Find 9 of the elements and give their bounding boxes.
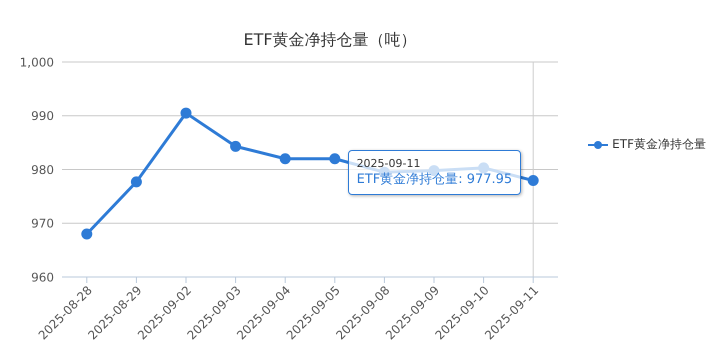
legend-label: ETF黄金净持仓量 [612,136,706,153]
y-tick-label: 980 [31,162,54,177]
chart-title: ETF黄金净持仓量（吨） [242,30,418,51]
annotation: ETF黄金净持仓量: 977.95 [356,170,512,188]
y-tick-label: 1,000 [20,55,54,70]
y-tick-label: 990 [31,109,54,124]
y-tick-label: 960 [31,270,54,284]
annotation: 2025-09-11 [356,156,422,170]
y-tick-label: 970 [31,216,54,231]
